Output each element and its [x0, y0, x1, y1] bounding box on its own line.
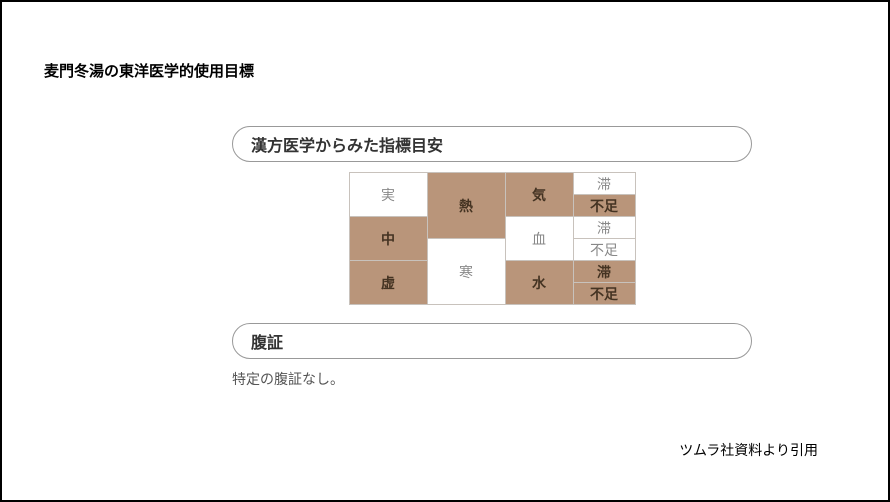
cell-kan: 寒	[427, 239, 505, 305]
page-title: 麦門冬湯の東洋医学的使用目標	[44, 60, 254, 81]
kampo-table-wrap: 実 熱 気 滞 不足 中 血 滞 寒 不足 虚 水 滞	[232, 172, 752, 305]
section1-header: 漢方医学からみた指標目安	[232, 126, 752, 162]
cell-sui: 水	[505, 261, 573, 305]
cell-ketsu: 血	[505, 217, 573, 261]
cell-ki-fusoku: 不足	[573, 195, 635, 217]
cell-kyo: 虚	[349, 261, 427, 305]
cell-ketsu-fusoku: 不足	[573, 239, 635, 261]
section2-header: 腹証	[232, 323, 752, 359]
cell-ki: 気	[505, 173, 573, 217]
cell-sui-tai: 滞	[573, 261, 635, 283]
citation-text: ツムラ社資料より引用	[679, 440, 818, 460]
content-area: 漢方医学からみた指標目安 実 熱 気 滞 不足 中 血 滞 寒 不足	[232, 126, 752, 389]
cell-sui-fusoku: 不足	[573, 283, 635, 305]
cell-chu: 中	[349, 217, 427, 261]
cell-jitsu: 実	[349, 173, 427, 217]
cell-netsu: 熱	[427, 173, 505, 239]
cell-ki-tai: 滞	[573, 173, 635, 195]
cell-ketsu-tai: 滞	[573, 217, 635, 239]
kampo-table: 実 熱 気 滞 不足 中 血 滞 寒 不足 虚 水 滞	[349, 172, 636, 305]
section2-body: 特定の腹証なし。	[232, 369, 752, 389]
